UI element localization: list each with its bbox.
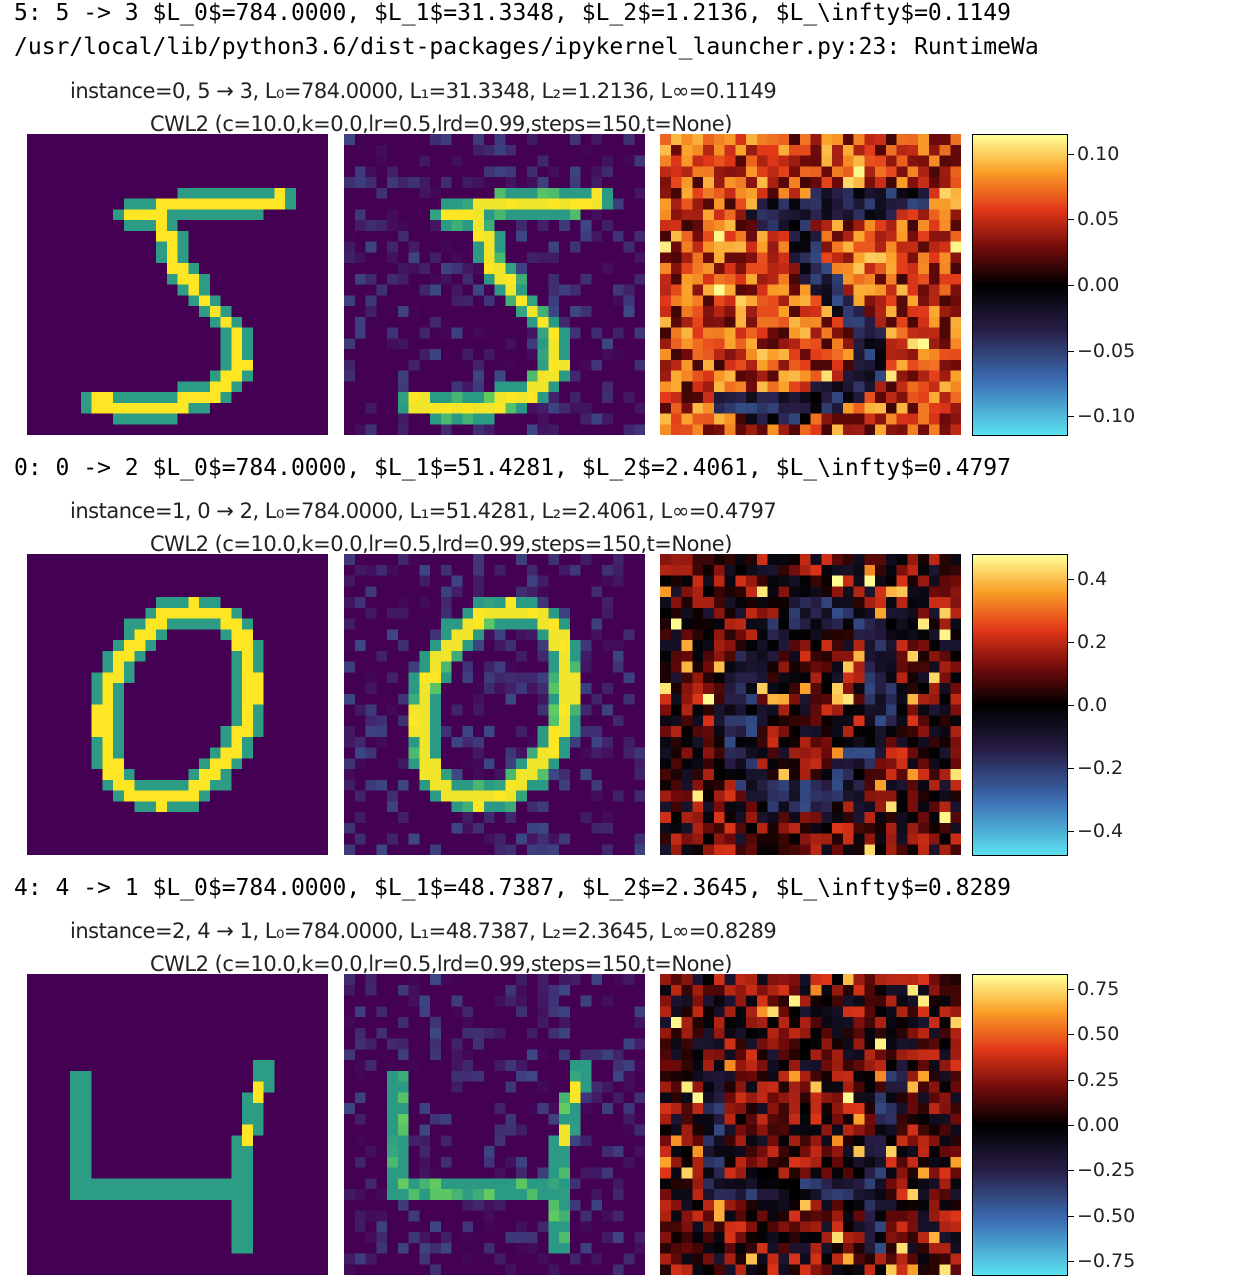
figure-title-2: instance=2, 4 → 1, L₀=784.0000, L₁=48.73… [70, 919, 777, 943]
colorbar-tick-label: −0.2 [1077, 757, 1124, 779]
colorbar-tick-mark [1068, 579, 1074, 580]
colorbar-tick-label: −0.05 [1077, 340, 1136, 362]
colorbar-tick-mark [1068, 768, 1074, 769]
adversarial-image-panel [344, 134, 645, 435]
colorbar-tick-label: 0.75 [1077, 978, 1120, 1000]
colorbar-tick-mark [1068, 416, 1074, 417]
colorbar-tick-mark [1068, 1034, 1074, 1035]
perturbation-panel [660, 134, 961, 435]
figure-subtitle-2: CWL2 (c=10.0,k=0.0,lr=0.5,lrd=0.99,steps… [150, 952, 732, 973]
figure-subtitle-0: CWL2 (c=10.0,k=0.0,lr=0.5,lrd=0.99,steps… [150, 112, 732, 133]
colorbar [972, 554, 1068, 856]
colorbar-tick-mark [1068, 154, 1074, 155]
colorbar-tick-label: 0.10 [1077, 143, 1120, 165]
colorbar-tick-mark [1068, 989, 1074, 990]
colorbar-tick-mark [1068, 831, 1074, 832]
figure-title-0: instance=0, 5 → 3, L₀=784.0000, L₁=31.33… [70, 79, 777, 103]
colorbar-tick-mark [1068, 1261, 1074, 1262]
colorbar-tick-mark [1068, 1080, 1074, 1081]
figure-title-1: instance=1, 0 → 2, L₀=784.0000, L₁=51.42… [70, 499, 777, 523]
colorbar-tick-label: −0.50 [1077, 1205, 1136, 1227]
original-image-panel [27, 554, 328, 855]
colorbar-tick-label: 0.00 [1077, 274, 1120, 296]
original-image-panel [27, 974, 328, 1275]
colorbar-tick-label: 0.0 [1077, 694, 1108, 716]
colorbar-tick-label: 0.25 [1077, 1069, 1120, 1091]
log-line-sample-4: 4: 4 -> 1 $L_0$=784.0000, $L_1$=48.7387,… [14, 875, 1011, 901]
colorbar-tick-label: −0.4 [1077, 820, 1124, 842]
original-image-panel [27, 134, 328, 435]
colorbar-tick-mark [1068, 285, 1074, 286]
log-line-sample-5: 5: 5 -> 3 $L_0$=784.0000, $L_1$=31.3348,… [14, 0, 1011, 26]
figure-subtitle-1: CWL2 (c=10.0,k=0.0,lr=0.5,lrd=0.99,steps… [150, 532, 732, 553]
perturbation-panel [660, 554, 961, 855]
colorbar-tick-label: 0.50 [1077, 1023, 1120, 1045]
colorbar-tick-label: −0.75 [1077, 1250, 1136, 1272]
colorbar-tick-label: −0.25 [1077, 1159, 1136, 1181]
runtime-warning-line: /usr/local/lib/python3.6/dist-packages/i… [14, 34, 1039, 60]
colorbar-tick-label: 0.2 [1077, 631, 1108, 653]
colorbar-tick-mark [1068, 351, 1074, 352]
colorbar-tick-mark [1068, 1125, 1074, 1126]
colorbar-tick-mark [1068, 705, 1074, 706]
colorbar-tick-label: 0.05 [1077, 208, 1120, 230]
perturbation-panel [660, 974, 961, 1275]
colorbar-tick-label: 0.00 [1077, 1114, 1120, 1136]
colorbar-tick-label: 0.4 [1077, 568, 1108, 590]
colorbar-tick-mark [1068, 1170, 1074, 1171]
adversarial-image-panel [344, 554, 645, 855]
colorbar [972, 134, 1068, 436]
colorbar-tick-mark [1068, 642, 1074, 643]
adversarial-image-panel [344, 974, 645, 1275]
colorbar-tick-label: −0.10 [1077, 405, 1136, 427]
colorbar [972, 974, 1068, 1276]
colorbar-tick-mark [1068, 219, 1074, 220]
colorbar-tick-mark [1068, 1216, 1074, 1217]
log-line-sample-0: 0: 0 -> 2 $L_0$=784.0000, $L_1$=51.4281,… [14, 455, 1011, 481]
